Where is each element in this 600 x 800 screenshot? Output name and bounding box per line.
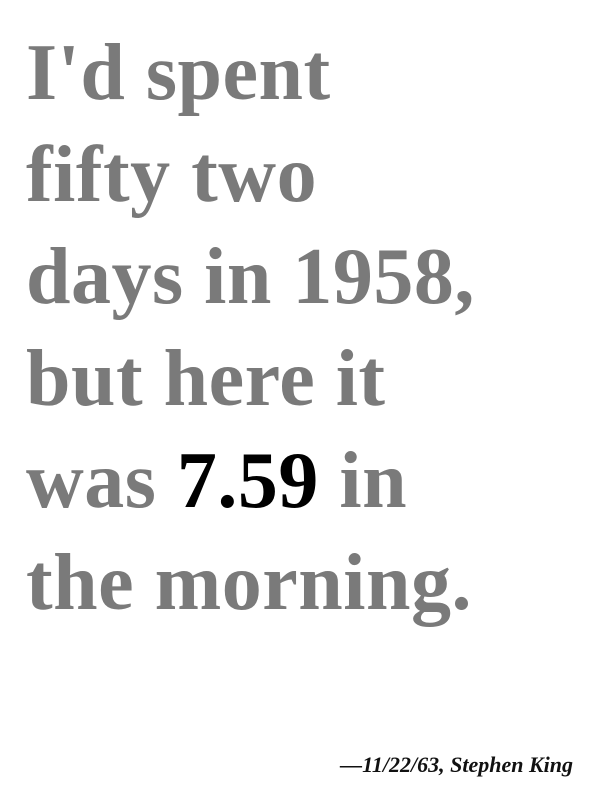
quote-line-5: was 7.59 in — [26, 430, 586, 532]
attribution: —11/22/63, Stephen King — [340, 752, 573, 777]
quote-line-4: but here it — [26, 335, 386, 423]
quote-line-2: fifty two — [26, 131, 318, 219]
quote-line-5-end: in — [318, 437, 408, 525]
quote-line-6: the morning. — [26, 539, 472, 627]
quote-line-1: I'd spent — [26, 29, 331, 117]
highlighted-time: 7.59 — [176, 437, 319, 525]
quote-line-5-start: was — [26, 437, 177, 525]
quote-line-3: days in 1958, — [26, 233, 475, 321]
quote-block: I'd spent fifty two days in 1958, but he… — [26, 22, 586, 634]
